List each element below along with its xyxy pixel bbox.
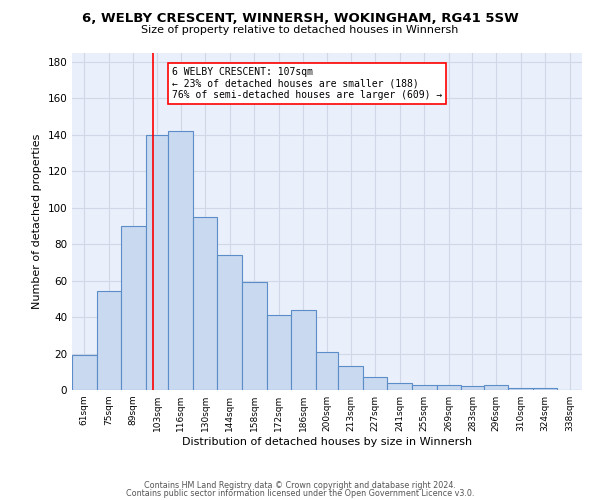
Bar — [217, 255, 242, 390]
Text: Contains HM Land Registry data © Crown copyright and database right 2024.: Contains HM Land Registry data © Crown c… — [144, 481, 456, 490]
Bar — [484, 384, 508, 390]
Text: 6 WELBY CRESCENT: 107sqm
← 23% of detached houses are smaller (188)
76% of semi-: 6 WELBY CRESCENT: 107sqm ← 23% of detach… — [172, 67, 442, 100]
Bar — [291, 310, 316, 390]
Bar — [193, 216, 217, 390]
Bar — [338, 366, 363, 390]
Text: Contains public sector information licensed under the Open Government Licence v3: Contains public sector information licen… — [126, 488, 474, 498]
Text: 6, WELBY CRESCENT, WINNERSH, WOKINGHAM, RG41 5SW: 6, WELBY CRESCENT, WINNERSH, WOKINGHAM, … — [82, 12, 518, 26]
X-axis label: Distribution of detached houses by size in Winnersh: Distribution of detached houses by size … — [182, 437, 472, 447]
Bar — [97, 292, 121, 390]
Bar — [461, 386, 484, 390]
Bar — [169, 131, 193, 390]
Bar — [508, 388, 533, 390]
Y-axis label: Number of detached properties: Number of detached properties — [32, 134, 42, 309]
Bar — [363, 377, 388, 390]
Bar — [533, 388, 557, 390]
Bar — [266, 315, 291, 390]
Bar — [316, 352, 338, 390]
Bar — [388, 382, 412, 390]
Bar — [146, 134, 169, 390]
Bar — [242, 282, 266, 390]
Bar — [412, 384, 437, 390]
Bar — [437, 384, 461, 390]
Bar — [72, 356, 97, 390]
Text: Size of property relative to detached houses in Winnersh: Size of property relative to detached ho… — [142, 25, 458, 35]
Bar — [121, 226, 146, 390]
